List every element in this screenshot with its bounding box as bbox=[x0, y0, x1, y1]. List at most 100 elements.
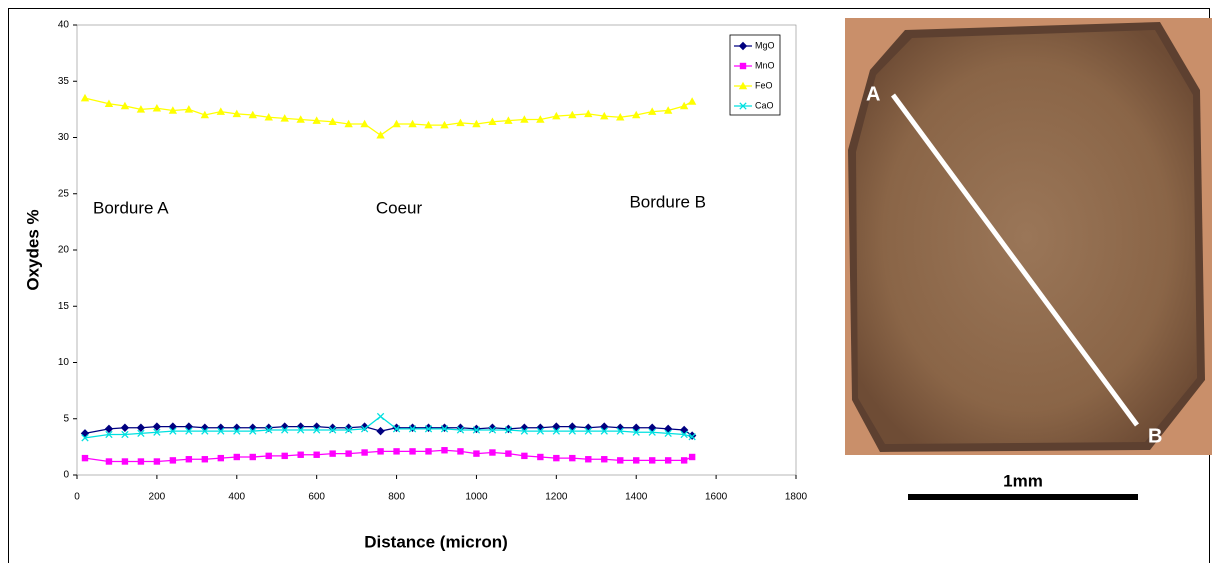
marker bbox=[633, 457, 640, 464]
marker bbox=[687, 97, 697, 105]
marker bbox=[520, 427, 529, 435]
marker bbox=[504, 426, 513, 434]
marker bbox=[424, 120, 433, 129]
marker bbox=[168, 422, 178, 431]
marker bbox=[297, 451, 304, 458]
marker bbox=[440, 120, 449, 129]
marker bbox=[408, 119, 417, 128]
marker bbox=[152, 422, 162, 431]
marker bbox=[392, 423, 401, 432]
marker bbox=[679, 101, 689, 110]
marker bbox=[81, 454, 89, 462]
x-tick-label: 400 bbox=[228, 492, 245, 503]
marker bbox=[137, 429, 145, 438]
y-tick-label: 10 bbox=[58, 357, 70, 368]
marker bbox=[425, 448, 432, 455]
marker bbox=[663, 106, 673, 114]
marker bbox=[104, 99, 114, 107]
x-axis-label: Distance (micron) bbox=[364, 532, 508, 551]
marker bbox=[233, 453, 240, 461]
legend-marker bbox=[738, 81, 748, 90]
marker bbox=[360, 425, 369, 433]
marker bbox=[264, 113, 273, 121]
marker bbox=[185, 456, 193, 463]
marker bbox=[153, 428, 161, 436]
marker bbox=[552, 111, 561, 120]
marker bbox=[248, 110, 257, 119]
marker bbox=[360, 119, 369, 128]
y-tick-label: 35 bbox=[58, 76, 70, 87]
y-tick-label: 0 bbox=[63, 470, 69, 481]
marker bbox=[408, 423, 417, 432]
marker bbox=[440, 423, 449, 432]
marker bbox=[456, 426, 465, 434]
marker bbox=[584, 109, 593, 118]
marker bbox=[680, 457, 688, 464]
profile-line bbox=[890, 93, 1140, 427]
point-b-label: B bbox=[1148, 425, 1162, 447]
marker bbox=[81, 434, 89, 442]
marker bbox=[688, 433, 696, 441]
marker bbox=[536, 427, 545, 435]
marker bbox=[201, 427, 209, 435]
marker bbox=[281, 452, 288, 460]
marker bbox=[344, 119, 353, 128]
marker bbox=[536, 115, 545, 123]
marker bbox=[376, 426, 385, 436]
point-a-label: A bbox=[866, 83, 880, 105]
legend-marker bbox=[739, 102, 747, 110]
marker bbox=[585, 456, 592, 463]
marker bbox=[632, 428, 640, 436]
legend-label: FeO bbox=[755, 80, 773, 90]
marker bbox=[521, 452, 528, 460]
marker bbox=[217, 454, 224, 462]
marker bbox=[313, 426, 321, 434]
legend-label: MgO bbox=[755, 40, 775, 50]
marker bbox=[216, 107, 225, 115]
marker bbox=[488, 117, 497, 125]
marker bbox=[345, 450, 352, 457]
marker bbox=[617, 457, 624, 464]
marker bbox=[473, 450, 480, 457]
marker bbox=[249, 453, 256, 461]
marker bbox=[489, 449, 496, 456]
marker bbox=[169, 457, 177, 464]
marker bbox=[80, 93, 90, 102]
marker bbox=[409, 448, 416, 455]
marker bbox=[472, 424, 481, 434]
marker bbox=[504, 116, 513, 124]
y-tick-label: 30 bbox=[58, 132, 70, 143]
marker bbox=[169, 427, 177, 435]
marker bbox=[648, 107, 657, 115]
marker bbox=[137, 458, 145, 465]
marker bbox=[312, 116, 321, 124]
marker bbox=[80, 429, 90, 438]
marker bbox=[313, 451, 320, 458]
marker bbox=[616, 113, 625, 121]
marker bbox=[648, 428, 656, 436]
marker bbox=[600, 422, 609, 431]
marker bbox=[265, 452, 272, 460]
series-line bbox=[84, 97, 693, 137]
marker bbox=[280, 114, 289, 122]
marker bbox=[377, 448, 384, 455]
x-tick-label: 1600 bbox=[705, 492, 728, 503]
marker bbox=[153, 458, 161, 465]
marker bbox=[376, 412, 385, 421]
legend-label: MnO bbox=[755, 60, 775, 70]
marker bbox=[568, 110, 577, 119]
marker bbox=[296, 115, 305, 123]
marker bbox=[584, 427, 592, 435]
marker bbox=[488, 426, 497, 434]
x-tick-label: 1200 bbox=[545, 492, 568, 503]
marker bbox=[632, 110, 641, 119]
marker bbox=[424, 423, 433, 432]
y-tick-label: 25 bbox=[58, 188, 70, 199]
marker bbox=[688, 453, 696, 461]
marker bbox=[600, 111, 609, 120]
marker bbox=[344, 426, 353, 434]
marker bbox=[184, 422, 194, 431]
marker bbox=[424, 425, 433, 433]
marker bbox=[361, 449, 368, 456]
photo: A B bbox=[845, 18, 1212, 455]
